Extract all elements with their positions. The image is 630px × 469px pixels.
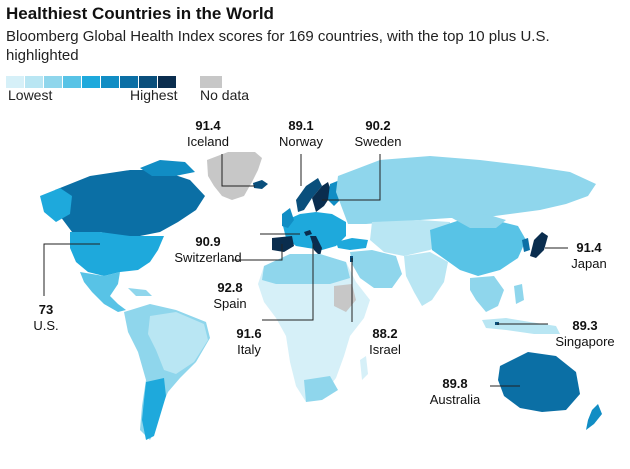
callout-switzerland-score: 90.9	[195, 234, 221, 249]
usa-leader	[43, 243, 100, 296]
callout-japan: 91.4 Japan	[560, 240, 618, 272]
russia-shape	[336, 156, 596, 224]
middle-east-shape	[350, 250, 402, 288]
callout-iceland-name: Iceland	[187, 134, 229, 149]
indonesia-shape	[482, 318, 560, 334]
callout-sweden: 90.2 Sweden	[346, 118, 410, 150]
legend-swatch-9	[158, 76, 176, 88]
callout-iceland-score: 91.4	[195, 118, 221, 133]
callout-usa-name: U.S.	[33, 318, 59, 333]
callout-usa-score: 73	[38, 302, 54, 317]
usa-shape	[70, 232, 164, 276]
central-asia-shape	[370, 220, 450, 256]
callout-australia: 89.8 Australia	[420, 376, 490, 408]
legend-nodata-label: No data	[200, 87, 250, 103]
legend-swatch-8	[139, 76, 157, 88]
legend-swatch-7	[120, 76, 138, 88]
callout-australia-name: Australia	[429, 392, 481, 407]
callout-israel: 88.2 Israel	[360, 326, 410, 358]
italy-leader	[262, 244, 314, 321]
spain-leader	[232, 244, 283, 261]
iceland-shape	[253, 180, 268, 189]
philippines-shape	[514, 284, 524, 304]
sweden-leader	[322, 154, 381, 201]
legend-swatch-5	[82, 76, 100, 88]
india-shape	[404, 252, 448, 306]
brazil-shape	[148, 312, 208, 374]
legend-highest-label: Highest	[130, 87, 178, 103]
legend-swatch-4	[63, 76, 81, 88]
callout-australia-score: 89.8	[442, 376, 468, 391]
callout-spain-score: 92.8	[217, 280, 243, 295]
canada-shape	[55, 170, 205, 236]
callout-japan-score: 91.4	[576, 240, 602, 255]
callout-singapore-name: Singapore	[555, 334, 615, 349]
spain-shape	[272, 236, 294, 252]
italy-shape	[310, 236, 322, 256]
new-zealand-shape	[586, 404, 602, 430]
legend-swatch-2	[25, 76, 43, 88]
uk-shape	[282, 208, 294, 228]
australia-shape	[498, 352, 580, 412]
south-africa-shape	[304, 376, 338, 402]
callout-norway-name: Norway	[278, 134, 324, 149]
mexico-shape	[80, 272, 126, 312]
callout-switzerland-name: Switzerland	[174, 250, 242, 265]
callout-israel-name: Israel	[369, 342, 401, 357]
callout-israel-score: 88.2	[372, 326, 398, 341]
callout-sweden-score: 90.2	[365, 118, 391, 133]
legend-swatch-3	[44, 76, 62, 88]
callout-iceland: 91.4 Iceland	[178, 118, 238, 150]
korea-shape	[522, 238, 530, 252]
legend-swatch-nodata	[200, 76, 222, 88]
callout-switzerland: 90.9 Switzerland	[160, 234, 256, 266]
callout-italy-name: Italy	[237, 342, 261, 357]
caribbean-shape	[128, 288, 152, 296]
sweden-shape	[312, 182, 332, 212]
switzerland-shape	[304, 230, 312, 236]
callout-spain: 92.8 Spain	[204, 280, 256, 312]
callout-italy-score: 91.6	[236, 326, 262, 341]
callout-italy: 91.6 Italy	[226, 326, 272, 358]
alaska-shape	[40, 188, 72, 222]
callout-spain-name: Spain	[213, 296, 247, 311]
callout-singapore: 89.3 Singapore	[546, 318, 624, 350]
turkey-shape	[336, 238, 368, 250]
legend-swatch-1	[6, 76, 24, 88]
arctic-islands-shape	[140, 160, 195, 176]
callout-japan-name: Japan	[571, 256, 607, 271]
chart-title: Healthiest Countries in the World	[6, 4, 274, 23]
norway-shape	[296, 178, 322, 212]
leader-lines	[43, 154, 568, 387]
chile-argentina-shape	[142, 378, 166, 440]
callout-norway-score: 89.1	[288, 118, 314, 133]
callout-norway: 89.1 Norway	[270, 118, 332, 150]
callout-sweden-name: Sweden	[354, 134, 402, 149]
callout-singapore-score: 89.3	[572, 318, 598, 333]
north-africa-shape	[262, 254, 350, 284]
china-shape	[430, 220, 526, 276]
callout-usa: 73 U.S.	[24, 302, 68, 334]
sudan-nodata-shape	[334, 284, 356, 312]
chart-subtitle: Bloomberg Global Health Index scores for…	[6, 28, 550, 64]
southeast-asia-shape	[470, 276, 504, 312]
japan-shape	[530, 232, 548, 258]
greenland-shape	[207, 152, 262, 200]
iceland-leader	[221, 154, 255, 187]
madagascar-shape	[360, 356, 368, 380]
europe-shape	[282, 212, 346, 250]
legend-lowest-label: Lowest	[8, 87, 53, 103]
legend-swatch-6	[101, 76, 119, 88]
mongolia-shape	[452, 214, 506, 228]
